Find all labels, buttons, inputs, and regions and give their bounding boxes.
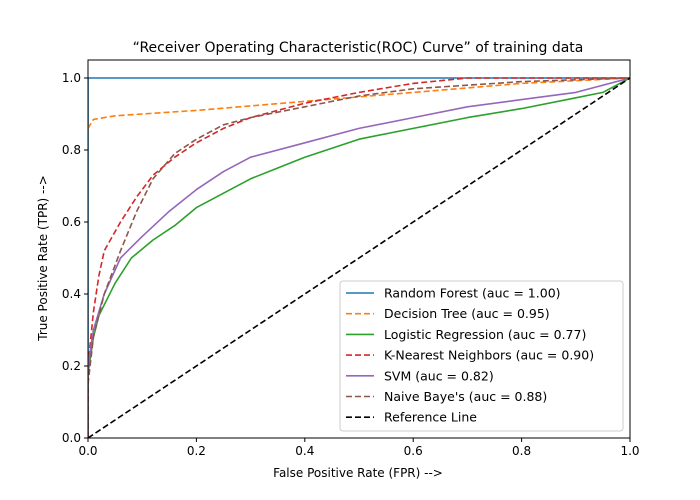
legend-box [339,280,624,432]
x-tick-label-0: 0.0 [78,444,97,458]
series-line-6 [88,77,630,438]
series-line-3 [88,77,630,438]
y-tick-label-2: 0.4 [62,287,81,301]
y-tick-label-5: 1.0 [62,71,81,85]
x-tick-label-1: 0.2 [187,444,206,458]
plot-area: 0.0 0.2 0.4 0.6 0.8 1.0 0.0 0.2 0.4 0.6 0.8 1.0 [62,59,640,458]
legend-label-4: SVM (auc = 0.82) [384,368,494,383]
x-tick-label-3: 0.6 [404,444,423,458]
series-line-4 [88,77,630,438]
series-line-1 [88,77,630,129]
series-line-2 [88,77,630,438]
x-tick-label-5: 1.0 [620,444,639,458]
y-axis-label: True Positive Rate (TPR) --> [36,175,50,342]
legend-label-6: Reference Line [384,410,477,425]
x-tick-label-2: 0.4 [295,444,314,458]
series-line-0 [88,77,630,438]
legend-label-1: Decision Tree (auc = 0.95) [384,306,550,321]
y-tick-label-3: 0.6 [62,215,81,229]
legend: Random Forest (auc = 1.00) Decision Tree … [339,280,624,432]
y-tick-label-0: 0.0 [62,431,81,445]
y-tick-label-4: 0.8 [62,143,81,157]
x-tick-label-4: 0.8 [512,444,531,458]
y-tick-label-1: 0.2 [62,359,81,373]
legend-label-2: Logistic Regression (auc = 0.77) [384,327,586,342]
legend-label-3: K-Nearest Neighbors (auc = 0.90) [384,348,594,363]
x-axis-label: False Positive Rate (FPR) --> [273,466,443,480]
chart-title: “Receiver Operating Characteristic(ROC) … [133,40,584,56]
legend-label-0: Random Forest (auc = 1.00) [384,286,561,301]
series-group [88,77,630,438]
axes-frame [87,59,631,439]
series-line-5 [88,77,630,438]
legend-label-5: Naive Baye's (auc = 0.88) [384,389,547,404]
